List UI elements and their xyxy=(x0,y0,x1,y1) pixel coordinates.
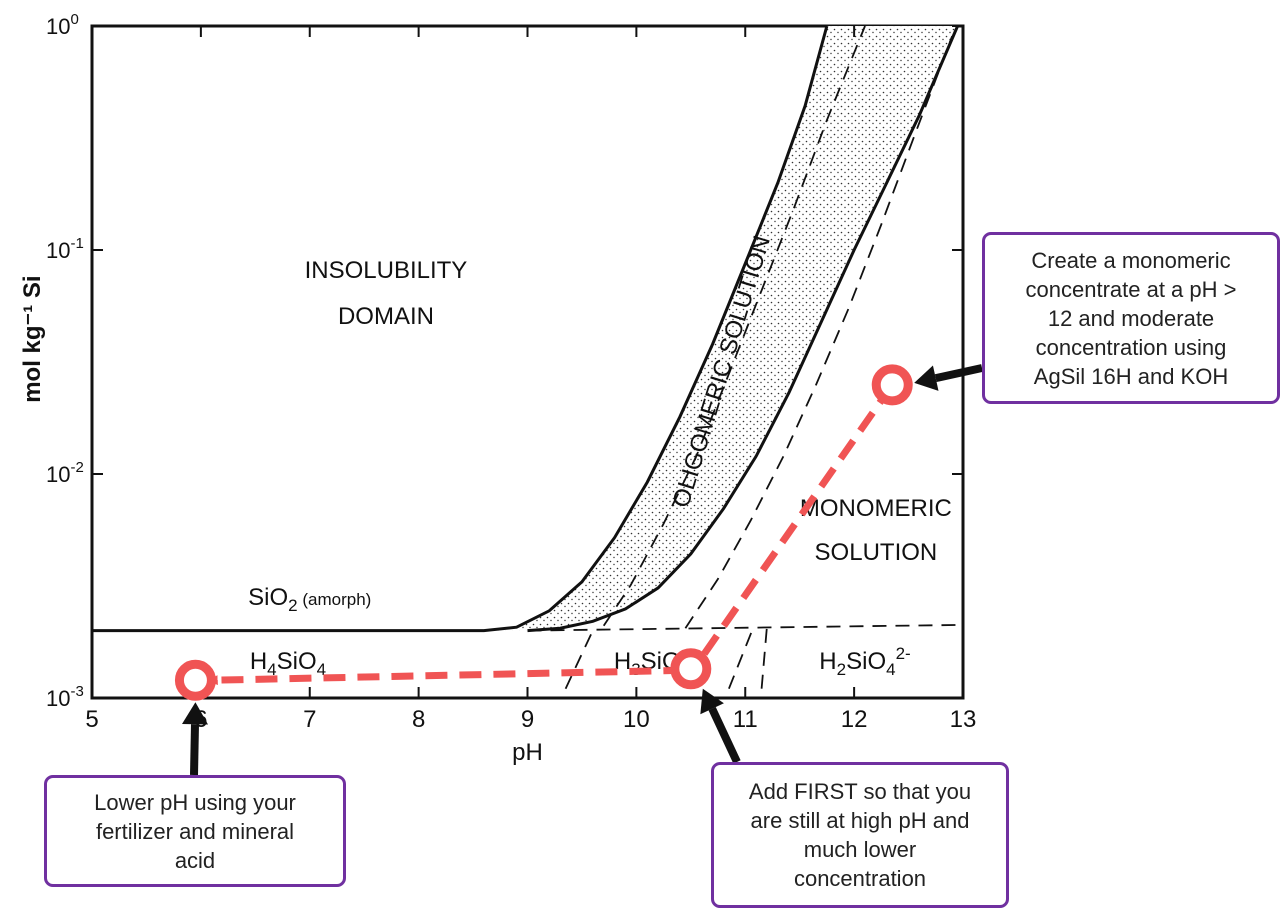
callout-line: AgSil 16H and KOH xyxy=(1033,363,1229,389)
callout-line: much lower xyxy=(803,837,917,862)
process-path-arrow xyxy=(693,382,896,669)
pointer-arrow-add-first xyxy=(708,707,741,764)
callout-line: acid xyxy=(174,847,216,873)
label-sio2-amorph: SiO2 (amorph) xyxy=(248,584,371,615)
y-axis-label: mol kg⁻¹ Si xyxy=(19,275,46,402)
x-tick-label: 7 xyxy=(303,706,316,733)
callout-line: are still at high pH and xyxy=(750,808,970,833)
y-tick-label: 10-2 xyxy=(46,459,84,487)
x-tick-label: 12 xyxy=(841,706,868,733)
callout-line: Add FIRST so that you xyxy=(748,779,972,804)
callout-line: fertilizer and mineral xyxy=(95,818,295,844)
callout-lower-ph: Lower pH using your fertilizer and miner… xyxy=(44,775,346,887)
pointer-arrow-lower-ph xyxy=(190,724,199,776)
solubility-curve-dashed xyxy=(527,624,964,632)
callout-line: concentrate at a pH > xyxy=(1025,276,1237,302)
x-tick-label: 9 xyxy=(521,706,534,733)
label-h2sio4: H2SiO42- xyxy=(819,644,910,679)
x-tick-label: 10 xyxy=(623,706,650,733)
callout-line: concentration xyxy=(793,866,927,891)
x-axis-label: pH xyxy=(512,739,543,766)
solubility-curve-dashed xyxy=(684,35,953,629)
y-tick-label: 10-3 xyxy=(46,683,84,711)
callout-add-first: Add FIRST so that you are still at high … xyxy=(711,762,1009,908)
callout-line: concentration using xyxy=(1035,334,1227,360)
callout-monomeric-concentrate: Create a monomeric concentrate at a pH >… xyxy=(982,232,1280,404)
solubility-curve-dashed xyxy=(602,25,866,627)
y-tick-label: 100 xyxy=(46,11,79,39)
pointer-arrow-add-first-head xyxy=(700,688,724,715)
process-step-marker xyxy=(670,648,712,690)
solubility-curve-dashed xyxy=(564,630,594,690)
callout-line: Lower pH using your xyxy=(94,789,296,815)
region-label-insolubility: INSOLUBILITY xyxy=(305,257,468,284)
x-tick-label: 8 xyxy=(412,706,425,733)
process-step-marker xyxy=(871,364,913,406)
process-path-arrow xyxy=(207,666,686,686)
region-label-solution: SOLUTION xyxy=(815,539,938,566)
region-label-monomeric: MONOMERIC xyxy=(800,495,952,522)
x-tick-label: 5 xyxy=(85,706,98,733)
x-tick-label: 11 xyxy=(733,706,758,733)
callout-line: Create a monomeric xyxy=(1031,247,1231,273)
pointer-arrow-monomeric xyxy=(934,364,983,383)
pointer-arrow-monomeric-head xyxy=(914,365,939,391)
process-step-marker xyxy=(174,659,216,701)
x-tick-label: 13 xyxy=(950,706,977,733)
pointer-arrow-lower-ph-head xyxy=(182,702,208,725)
solubility-curve-dashed xyxy=(728,625,755,690)
solubility-curve-solid xyxy=(527,25,959,633)
oligomeric-band xyxy=(483,26,958,631)
label-h4sio4: H4SiO4 xyxy=(250,648,326,679)
solubility-curve-solid xyxy=(92,25,829,633)
region-label-domain: DOMAIN xyxy=(338,303,434,330)
solubility-curve-dashed xyxy=(760,625,768,689)
y-tick-label: 10-1 xyxy=(46,235,84,263)
callout-line: 12 and moderate xyxy=(1047,305,1215,331)
